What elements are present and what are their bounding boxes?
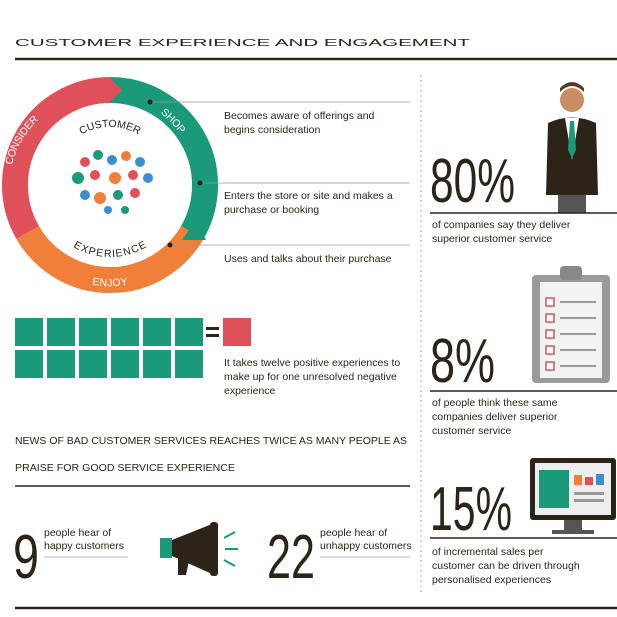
title: CUSTOMER EXPERIENCE AND ENGAGEMENT (15, 37, 471, 49)
stage-lines (147, 99, 410, 248)
stage-label: ENJOY (92, 276, 129, 290)
line: Uses and talks about their purchase (224, 253, 392, 265)
big-number: 9 (13, 523, 39, 592)
line: customer service (432, 425, 512, 437)
equals (206, 327, 219, 337)
positive-squares (15, 318, 203, 378)
stat-number: 8% (430, 327, 495, 396)
line: superior customer service (432, 233, 552, 245)
line: companies deliver superior (432, 411, 558, 423)
line: of people think these same (432, 397, 558, 409)
line: customer can be driven through (432, 560, 580, 572)
line: of companies say they deliver (432, 219, 571, 231)
big-number: 22 (267, 523, 315, 592)
line: experience (224, 385, 276, 397)
stat-text: of incremental sales per customer can be … (432, 546, 580, 586)
stage-text: Enters the store or site and makes a purc… (224, 190, 393, 216)
line: purchase or booking (224, 204, 319, 216)
icons (72, 150, 153, 214)
line: Becomes aware of offerings and (224, 110, 375, 122)
line: unhappy customers (320, 540, 412, 552)
megaphone (160, 522, 238, 576)
stat-number: 80% (430, 147, 515, 216)
stage-text: Becomes aware of offerings and begins con… (224, 110, 375, 136)
line: people hear of (320, 527, 387, 539)
line: personalised experiences (432, 574, 551, 586)
stat-number: 15% (430, 475, 512, 544)
stage-text: Uses and talks about their purchase (224, 253, 392, 265)
line: happy customers (44, 540, 124, 552)
journey-ring: CUSTOMER EXPERIENCE CONSIDER SHOP ENJOY (1, 77, 219, 293)
negative-square (223, 318, 251, 346)
clipboard (532, 266, 610, 383)
unhappy-text: people hear of unhappy customers (320, 527, 412, 552)
line: make up for one unresolved negative (224, 371, 397, 383)
headline: NEWS OF BAD CUSTOMER SERVICES REACHES TW… (15, 435, 407, 447)
ratio-text: It takes twelve positive experiences to m… (224, 357, 400, 397)
line: Enters the store or site and makes a (224, 190, 393, 202)
monitor (530, 458, 616, 534)
stat-text: of companies say they deliver superior cu… (432, 219, 571, 245)
line: It takes twelve positive experiences to (224, 357, 400, 369)
happy-text: people hear of happy customers (44, 527, 124, 552)
line: begins consideration (224, 124, 320, 136)
line: people hear of (44, 527, 111, 539)
line: of incremental sales per (432, 546, 544, 558)
businessman (546, 82, 598, 213)
stat-text: of people think these same companies deli… (432, 397, 558, 437)
headline: PRAISE FOR GOOD SERVICE EXPERIENCE (15, 462, 235, 474)
stage-label: ENJOY (92, 276, 129, 290)
